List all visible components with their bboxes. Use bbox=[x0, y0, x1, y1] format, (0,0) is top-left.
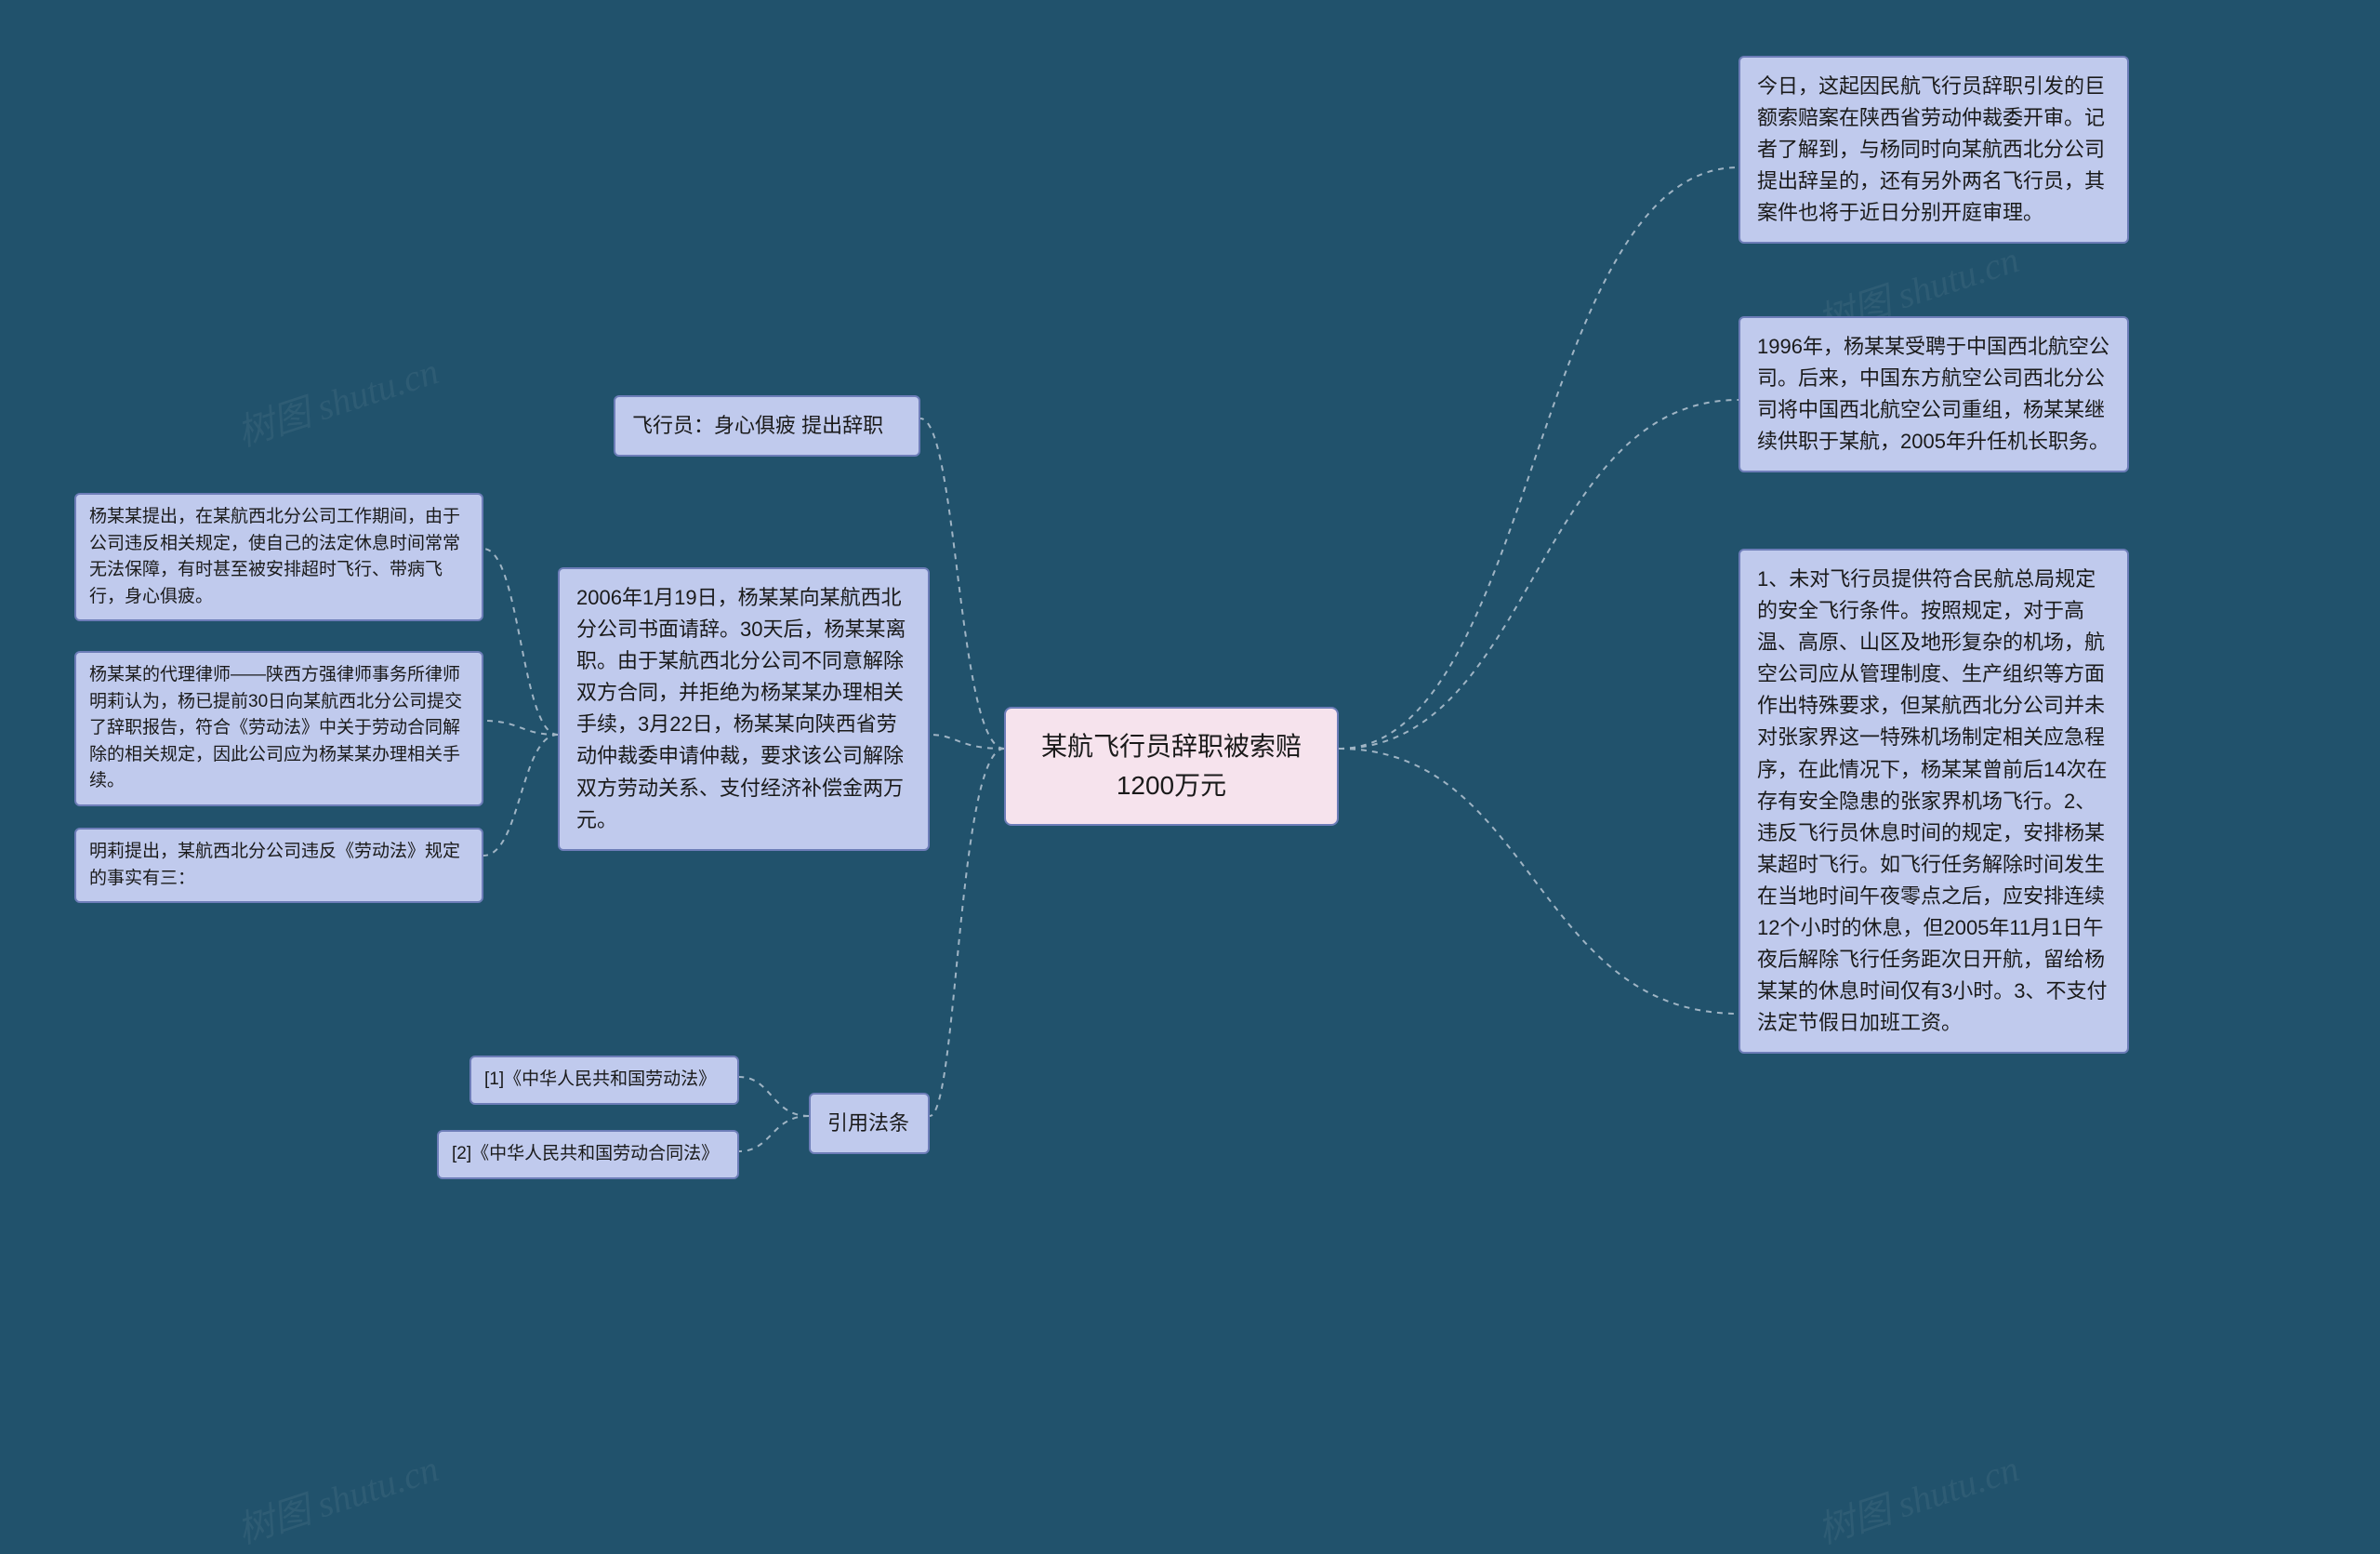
node-law-2[interactable]: [2]《中华人民共和国劳动合同法》 bbox=[437, 1130, 739, 1179]
node-cited-laws[interactable]: 引用法条 bbox=[809, 1093, 930, 1154]
node-resignation-process[interactable]: 2006年1月19日，杨某某向某航西北分公司书面请辞。30天后，杨某某离职。由于… bbox=[558, 567, 930, 851]
mindmap-canvas: 树图 shutu.cn 树图 shutu.cn 树图 shutu.cn 树图 s… bbox=[0, 0, 2380, 1549]
node-case-hearing[interactable]: 今日，这起因民航飞行员辞职引发的巨额索赔案在陕西省劳动仲裁委开审。记者了解到，与… bbox=[1739, 56, 2129, 244]
node-pilot-resignation[interactable]: 飞行员：身心俱疲 提出辞职 bbox=[614, 395, 920, 457]
node-three-violations[interactable]: 明莉提出，某航西北分公司违反《劳动法》规定的事实有三： bbox=[74, 828, 483, 903]
node-employment-history[interactable]: 1996年，杨某某受聘于中国西北航空公司。后来，中国东方航空公司西北分公司将中国… bbox=[1739, 316, 2129, 472]
watermark: 树图 shutu.cn bbox=[1810, 1439, 2025, 1554]
node-lawyer-opinion[interactable]: 杨某某的代理律师——陕西方强律师事务所律师明莉认为，杨已提前30日向某航西北分公… bbox=[74, 651, 483, 806]
node-law-1[interactable]: [1]《中华人民共和国劳动法》 bbox=[469, 1056, 739, 1105]
watermark: 树图 shutu.cn bbox=[230, 1439, 444, 1554]
watermark: 树图 shutu.cn bbox=[230, 341, 444, 458]
node-violations-detail[interactable]: 1、未对飞行员提供符合民航总局规定的安全飞行条件。按照规定，对于高温、高原、山区… bbox=[1739, 549, 2129, 1054]
root-node[interactable]: 某航飞行员辞职被索赔1200万元 bbox=[1004, 707, 1339, 826]
node-yang-claim[interactable]: 杨某某提出，在某航西北分公司工作期间，由于公司违反相关规定，使自己的法定休息时间… bbox=[74, 493, 483, 621]
